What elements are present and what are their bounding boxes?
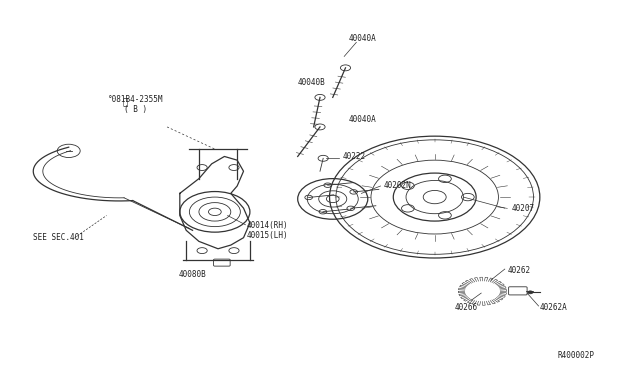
Text: 40202N: 40202N: [384, 182, 412, 190]
Text: 40040B: 40040B: [298, 78, 326, 87]
Text: 40262: 40262: [508, 266, 531, 275]
Text: 40262A: 40262A: [540, 303, 568, 312]
Text: 40014(RH)
40015(LH): 40014(RH) 40015(LH): [246, 221, 289, 240]
Text: R400002P: R400002P: [557, 351, 594, 360]
Text: 40040A: 40040A: [349, 34, 376, 43]
Text: Ⓑ: Ⓑ: [123, 99, 129, 108]
Text: 40080B: 40080B: [179, 270, 207, 279]
Text: 40266: 40266: [455, 303, 478, 312]
Text: 40040A: 40040A: [349, 115, 376, 124]
Text: SEE SEC.401: SEE SEC.401: [33, 233, 84, 242]
Text: 40222: 40222: [342, 152, 365, 161]
Circle shape: [528, 291, 533, 294]
Text: °081B4-2355M
( B ): °081B4-2355M ( B ): [108, 95, 163, 115]
Text: 40207: 40207: [511, 203, 534, 213]
